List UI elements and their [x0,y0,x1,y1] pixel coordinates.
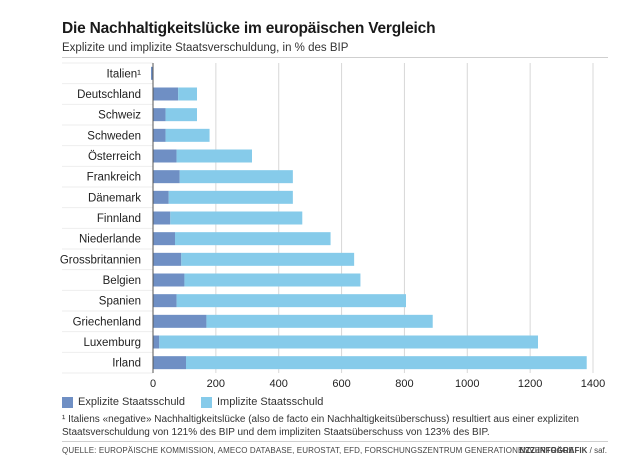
bar-explicit [153,190,169,204]
bar-implicit [159,335,539,349]
bar-implicit [206,314,433,328]
bar-implicit [186,356,587,370]
bar-explicit [153,314,207,328]
bar-explicit [153,356,186,370]
bar-implicit [175,232,331,246]
category-label: Grossbritannien [60,254,141,266]
category-label: Finnland [97,213,141,225]
bar-explicit [153,170,180,184]
credit-author: / saf. [587,446,607,455]
category-label: Schweden [87,130,141,142]
bar-explicit [153,252,182,266]
x-tick-label: 1400 [581,378,605,390]
category-label: Belgien [103,275,141,287]
category-label: Niederlande [79,234,141,246]
footer-rule [62,441,608,442]
category-label: Deutschland [77,89,141,101]
category-label: Spanien [99,296,141,308]
category-label: Schweiz [98,110,141,122]
bar-explicit [153,108,166,122]
category-label: Griechenland [73,316,141,328]
bar-implicit [176,294,406,308]
x-tick-label: 1000 [455,378,479,390]
x-tick-label: 400 [270,378,288,390]
legend-item-implicit: Implizite Staatsschuld [201,396,323,408]
bar-implicit [184,273,361,287]
legend-label-explicit: Explizite Staatsschuld [78,396,185,408]
category-label: Österreich [88,151,141,163]
category-label: Dänemark [88,192,141,204]
bar-explicit [153,149,177,163]
source-line: QUELLE: EUROPÄISCHE KOMMISSION, AMECO DA… [62,446,574,455]
bar-implicit [178,87,197,101]
legend: Explizite Staatsschuld Implizite Staatss… [62,396,339,408]
bar-implicit [176,149,252,163]
x-tick-label: 1200 [518,378,542,390]
legend-swatch-implicit [201,396,212,408]
category-label: Irland [112,358,141,370]
credit-brand: NZZ-INFOGRAFIK [519,446,588,455]
legend-item-explicit: Explizite Staatsschuld [62,396,185,408]
legend-label-implicit: Implizite Staatsschuld [217,396,324,408]
x-tick-label: 200 [207,378,225,390]
category-label: Frankreich [87,172,141,184]
bar-explicit [153,211,171,225]
category-label: Italien¹ [106,68,141,80]
bar-implicit [170,211,303,225]
x-tick-label: 800 [395,378,413,390]
header-rule [62,57,608,58]
bar-explicit [151,66,153,80]
category-label: Luxemburg [83,337,141,349]
x-tick-label: 600 [332,378,350,390]
bar-implicit [165,108,197,122]
bar-implicit [165,128,210,142]
footnote: ¹ Italiens «negative» Nachhaltigkeitslüc… [62,414,579,438]
bar-chart: Italien¹ Deutschland Schweiz Schweden Österr… [60,62,605,390]
chart-title: Die Nachhaltigkeitslücke im europäischen… [62,20,436,37]
chart-subtitle: Explizite und implizite Staatsverschuldu… [62,42,349,54]
bar-explicit [153,87,179,101]
bar-implicit [181,252,355,266]
bar-explicit [153,273,185,287]
bar-explicit [153,128,166,142]
legend-swatch-explicit [62,396,73,408]
bar-explicit [153,335,160,349]
bar-implicit [179,170,293,184]
bar-explicit [153,294,177,308]
credit-line: NZZ-INFOGRAFIK / saf. [519,446,607,455]
x-tick-label: 0 [150,378,156,390]
bar-explicit [153,232,175,246]
bar-implicit [168,190,293,204]
